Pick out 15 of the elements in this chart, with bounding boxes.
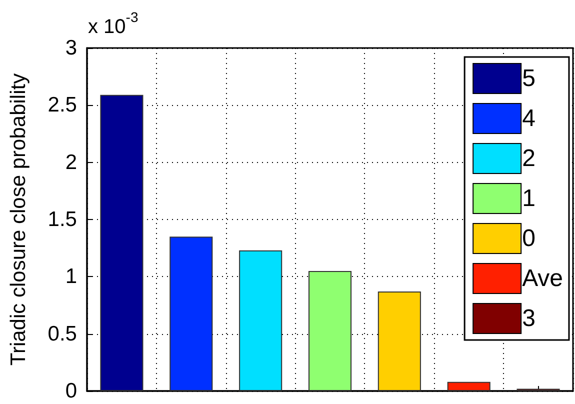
- legend-label: 2: [522, 145, 536, 172]
- y-tick-label: 3: [65, 36, 77, 60]
- legend-label: Ave: [522, 265, 563, 292]
- legend-label: 3: [522, 305, 536, 332]
- legend-label: 4: [522, 105, 536, 132]
- legend-label: 0: [522, 225, 536, 252]
- y-tick-label: 1: [65, 265, 77, 288]
- legend-label: 5: [522, 65, 536, 92]
- y-tick-label: 2.5: [48, 94, 77, 117]
- y-tick-label: 1.5: [48, 208, 77, 231]
- y-tick-label: 0: [65, 380, 77, 402]
- legend-label: 1: [522, 185, 536, 212]
- y-tick-label: 2: [65, 150, 77, 174]
- y-tick-label: 0.5: [48, 322, 77, 346]
- y-axis-title: Triadic closure close probability: [7, 72, 30, 366]
